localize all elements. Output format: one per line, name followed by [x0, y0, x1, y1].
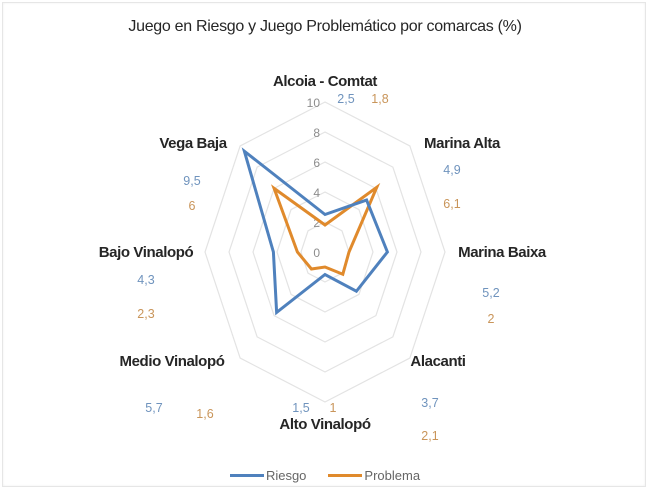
radar-grid: [204, 101, 446, 403]
category-label: Alto Vinalopó: [279, 416, 370, 433]
grid-ring: [204, 101, 446, 403]
value-label-riesgo: 3,7: [421, 396, 438, 410]
radar-series: [241, 147, 390, 316]
legend-label-riesgo: Riesgo: [265, 468, 307, 483]
category-label: Medio Vinalopó: [120, 353, 225, 370]
series-problema: [270, 182, 381, 277]
category-label: Alcoia - Comtat: [273, 73, 377, 90]
radial-tick-label: 2: [313, 216, 320, 230]
legend-item-riesgo: Riesgo: [229, 468, 307, 483]
radial-tick-label: 6: [313, 156, 320, 170]
grid-ring: [252, 161, 398, 343]
grid-ring: [228, 131, 422, 373]
value-label-problema: 1: [330, 401, 337, 415]
value-label-riesgo: 9,5: [183, 174, 200, 188]
value-label-problema: 1,8: [371, 92, 388, 106]
value-label-problema: 6,1: [443, 197, 460, 211]
radial-tick-labels: 0 2 4 6 8 10: [307, 96, 321, 260]
chart-title: Juego en Riesgo y Juego Problemático por…: [128, 18, 522, 35]
legend: Riesgo Problema: [0, 468, 650, 483]
radial-tick-label: 4: [313, 186, 320, 200]
value-label-problema: 2,1: [421, 429, 438, 443]
radial-tick-label: 10: [307, 96, 321, 110]
value-label-riesgo: 4,9: [443, 163, 460, 177]
category-label: Alacanti: [410, 353, 465, 370]
category-label: Marina Alta: [424, 135, 501, 152]
value-label-riesgo: 5,2: [482, 286, 499, 300]
radial-tick-label: 0: [313, 246, 320, 260]
value-label-problema: 1,6: [196, 407, 213, 421]
category-label: Marina Baixa: [458, 244, 547, 261]
value-label-problema: 2: [488, 312, 495, 326]
legend-swatch-riesgo: [229, 474, 264, 477]
value-label-riesgo: 4,3: [137, 273, 154, 287]
legend-label-problema: Problema: [364, 468, 421, 483]
legend-swatch-problema: [328, 474, 363, 477]
value-label-problema: 2,3: [137, 307, 154, 321]
grid-ring: [300, 221, 350, 283]
value-label-problema: 6: [189, 199, 196, 213]
grid-ring: [276, 191, 374, 313]
category-label: Bajo Vinalopó: [99, 244, 194, 261]
value-label-riesgo: 2,5: [337, 92, 354, 106]
value-labels: 2,5 4,9 5,2 3,7 1,5 5,7 4,3 9,5 1,8 6,1 2 2,1 1 1,6 2,…: [137, 92, 499, 443]
category-label: Vega Baja: [159, 135, 227, 152]
category-labels: Alcoia - Comtat Marina Alta Marina Baixa Al…: [99, 73, 548, 433]
series-riesgo: [241, 147, 390, 316]
value-label-riesgo: 5,7: [145, 401, 162, 415]
radial-tick-label: 8: [313, 126, 320, 140]
legend-item-problema: Problema: [328, 468, 420, 483]
value-label-riesgo: 1,5: [292, 401, 309, 415]
